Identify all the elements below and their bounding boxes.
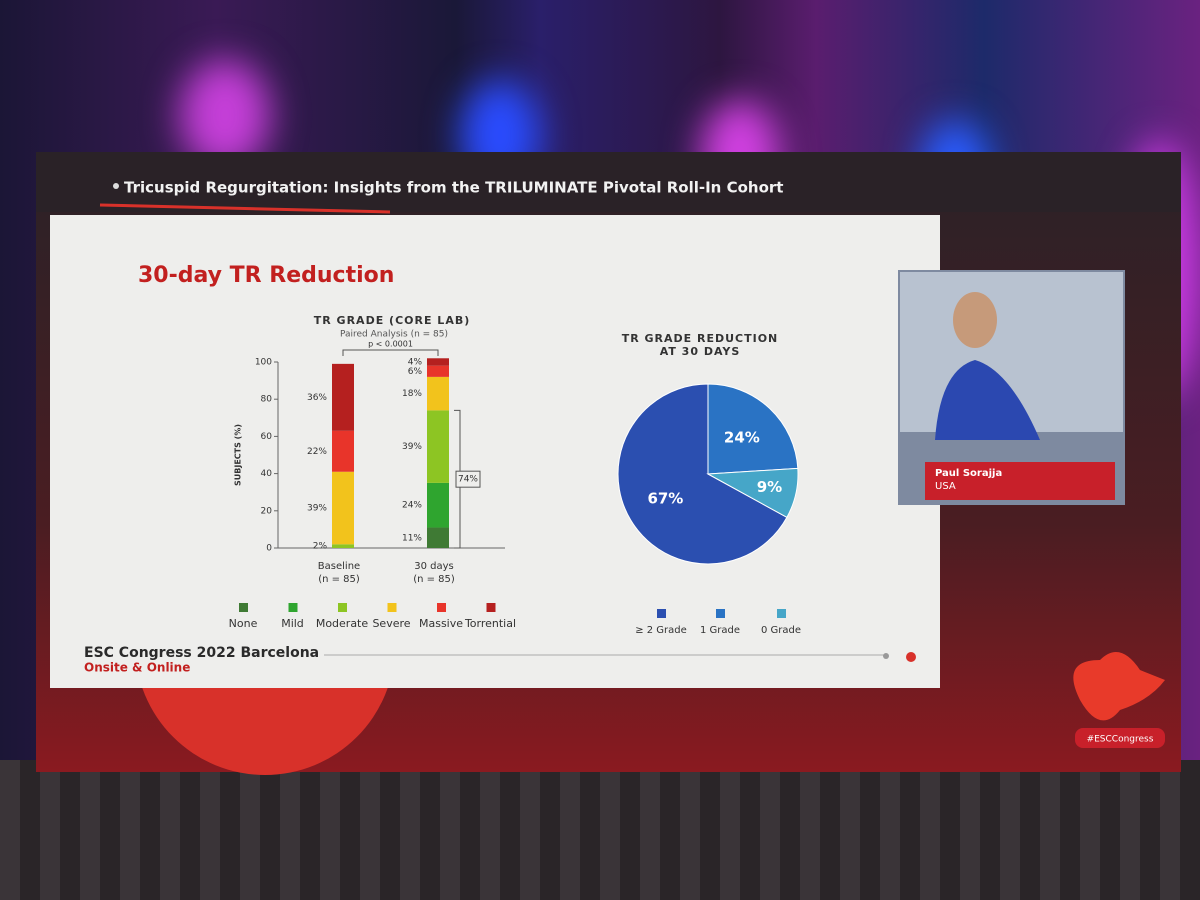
legend-label: 1 Grade	[700, 625, 740, 636]
y-tick-label: 0	[266, 544, 272, 554]
bar-segment	[427, 358, 449, 366]
data-label: 4%	[408, 358, 423, 368]
legend-swatch	[338, 603, 347, 612]
data-label: 36%	[307, 393, 327, 403]
x-tick-note: (n = 85)	[318, 574, 360, 585]
legend-label: Massive	[419, 617, 463, 630]
y-tick-label: 40	[261, 469, 273, 479]
pie-label: 24%	[724, 428, 760, 446]
footer-dot	[883, 653, 889, 659]
legend-swatch	[486, 603, 496, 612]
bar-segment	[332, 363, 354, 431]
bar-segment	[427, 365, 449, 377]
x-tick-label: Baseline	[318, 561, 360, 572]
data-label: 6%	[408, 367, 423, 377]
header-bar	[36, 152, 1181, 212]
bar-segment	[427, 410, 449, 483]
bracket-label: 74%	[458, 475, 478, 485]
chart-title-line2: AT 30 DAYS	[660, 345, 741, 358]
significance-label: p < 0.0001	[368, 340, 413, 349]
footer-dot	[906, 652, 916, 662]
footer-subtitle: Onsite & Online	[84, 661, 190, 675]
significance-bracket	[342, 349, 439, 356]
legend-swatch	[387, 603, 397, 612]
legend-swatch	[777, 609, 786, 618]
legend-swatch	[657, 609, 666, 618]
legend-label: Severe	[372, 617, 410, 630]
legend-swatch	[716, 609, 725, 618]
pie-slice	[707, 383, 799, 475]
y-tick-label: 80	[261, 395, 273, 405]
legend-label: None	[229, 617, 258, 630]
legend-label: ≥ 2 Grade	[635, 625, 687, 636]
legend-label: Mild	[281, 617, 304, 630]
esc-logo	[1073, 652, 1165, 721]
x-tick-note: (n = 85)	[413, 574, 455, 585]
pie-slice	[706, 467, 799, 519]
legend-swatch	[288, 603, 298, 612]
speaker-name: Paul Sorajja	[935, 468, 1002, 479]
y-axis-label: SUBJECTS (%)	[234, 424, 243, 486]
data-label: 39%	[307, 504, 327, 514]
legend-label: Torrential	[464, 617, 516, 630]
speaker-body	[935, 360, 1040, 440]
data-label: 22%	[307, 447, 327, 457]
data-label: 2%	[313, 542, 328, 552]
bar-segment	[332, 430, 354, 472]
curtain	[0, 760, 1200, 900]
legend-swatch	[437, 603, 446, 612]
bar-segment	[332, 471, 354, 545]
data-label: 11%	[402, 533, 422, 543]
name-banner	[925, 462, 1115, 500]
bar-segment	[332, 544, 354, 548]
y-tick-label: 100	[255, 358, 272, 368]
header-title: Tricuspid Regurgitation: Insights from t…	[124, 179, 783, 197]
y-tick-label: 60	[261, 432, 273, 442]
chart-title: TR GRADE (CORE LAB)	[314, 314, 471, 327]
hashtag: #ESCCongress	[1087, 735, 1154, 745]
bracket-box	[455, 470, 481, 488]
data-label: 39%	[402, 442, 422, 452]
legend-label: Moderate	[316, 617, 369, 630]
chart-title: TR GRADE REDUCTION	[622, 332, 779, 345]
chart-subtitle: Paired Analysis (n = 85)	[340, 330, 448, 340]
x-tick-label: 30 days	[414, 561, 454, 572]
bar-segment	[427, 482, 449, 528]
header-dot	[113, 183, 119, 189]
pie-label: 67%	[647, 490, 683, 508]
data-label: 24%	[402, 501, 422, 511]
slide-title: 30-day TR Reduction	[138, 263, 394, 288]
bar-segment	[427, 376, 449, 411]
data-label: 18%	[402, 389, 422, 399]
speaker-head	[953, 292, 997, 348]
hashtag-badge	[1075, 728, 1165, 748]
y-tick-label: 20	[261, 506, 273, 516]
pie-label: 9%	[757, 478, 782, 496]
pie-slice	[617, 383, 788, 565]
header-underline	[99, 203, 391, 214]
footer-title: ESC Congress 2022 Barcelona	[84, 645, 319, 661]
bar-segment	[427, 527, 449, 548]
legend-swatch	[239, 603, 248, 612]
speaker-country: USA	[935, 481, 956, 492]
stage-light	[180, 60, 270, 170]
legend-label: 0 Grade	[761, 625, 801, 636]
